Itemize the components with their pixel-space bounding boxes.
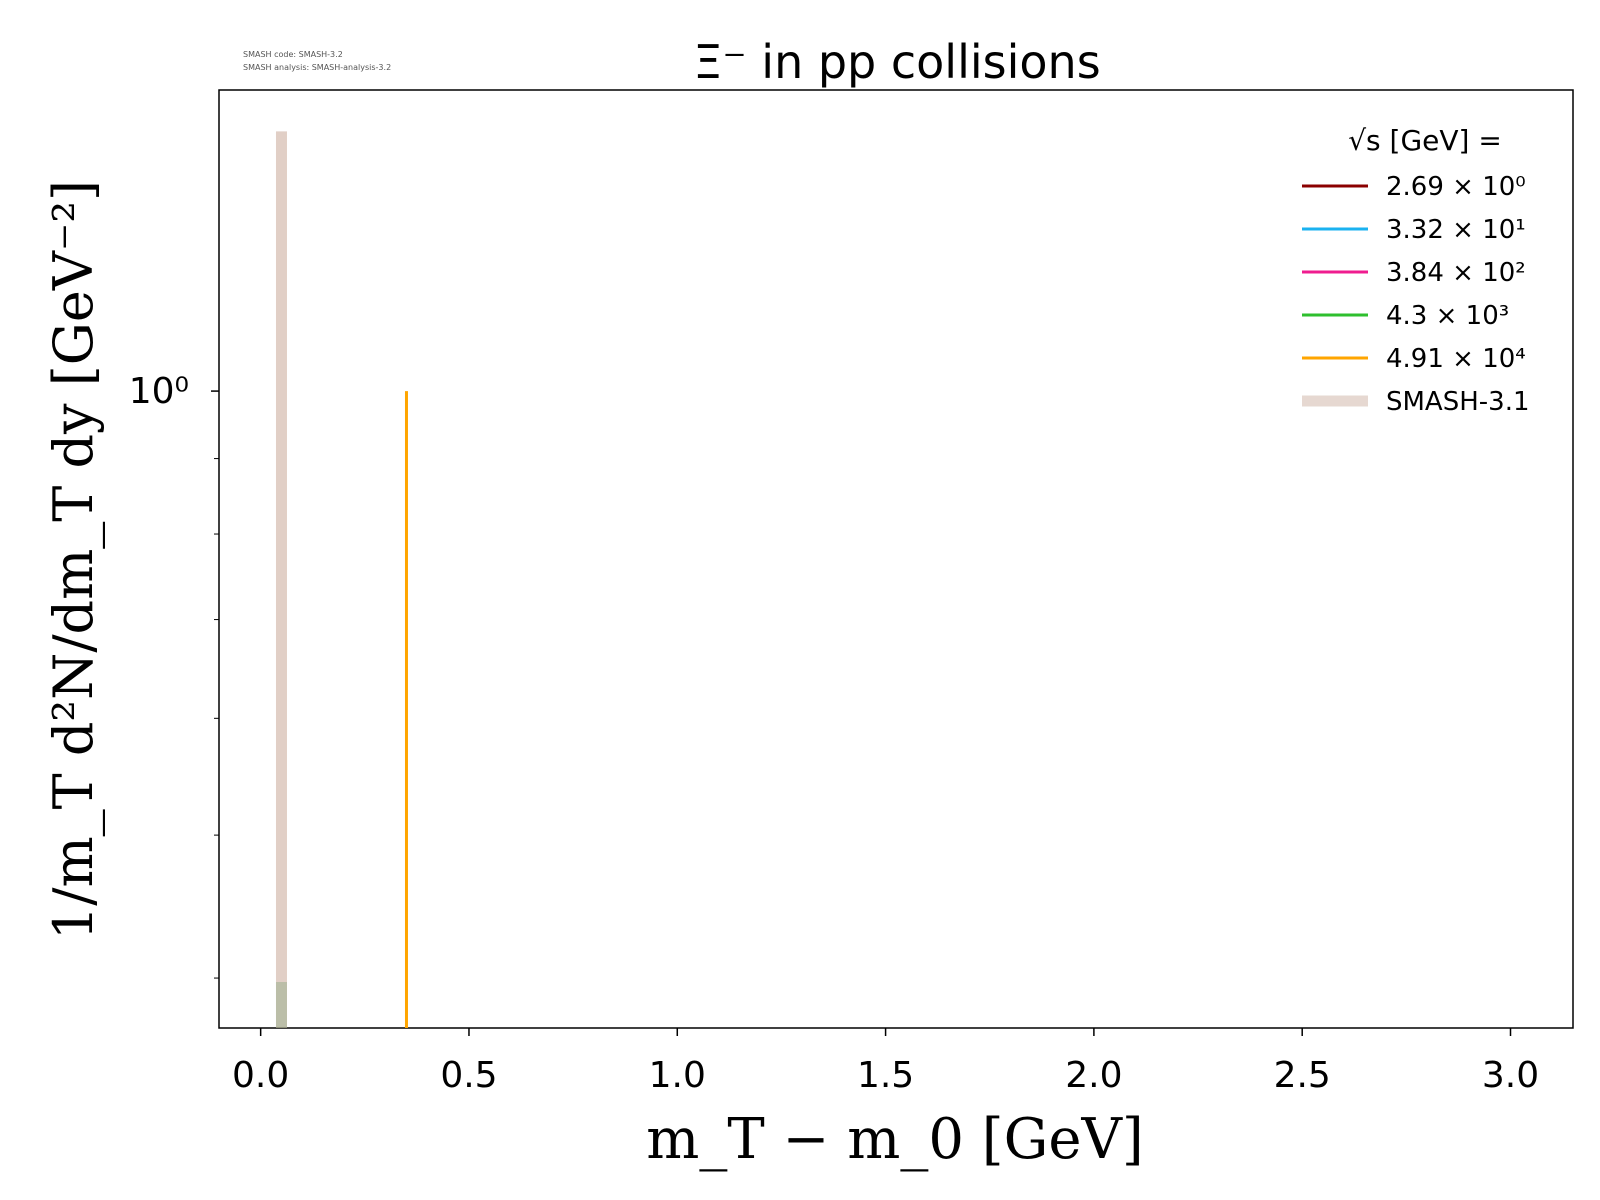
plot-frame bbox=[218, 89, 1574, 1029]
x-tick-label: 0.0 bbox=[232, 1055, 289, 1096]
x-axis-ticks: 0.0 0.5 1.0 1.5 2.0 2.5 3.0 bbox=[232, 1028, 1539, 1096]
legend-label: SMASH-3.1 bbox=[1386, 387, 1530, 417]
legend-label: 3.84 × 10² bbox=[1386, 258, 1526, 288]
y-tick-label: 10⁰ bbox=[129, 371, 189, 412]
legend-label: 4.3 × 10³ bbox=[1386, 301, 1509, 331]
y-axis-ticks: 10⁰ bbox=[129, 371, 219, 979]
watermark-line-2: SMASH analysis: SMASH-analysis-3.2 bbox=[243, 63, 391, 72]
x-tick-label: 0.5 bbox=[440, 1055, 497, 1096]
y-axis-label: 1/m_T d²N/dm_T dy [GeV⁻²] bbox=[42, 180, 105, 940]
x-tick-label: 3.0 bbox=[1482, 1055, 1539, 1096]
x-tick-label: 1.0 bbox=[649, 1055, 706, 1096]
x-tick-label: 1.5 bbox=[857, 1055, 914, 1096]
chart-title: Ξ⁻ in pp collisions bbox=[693, 35, 1100, 89]
x-tick-label: 2.5 bbox=[1274, 1055, 1331, 1096]
legend-title: √s [GeV] = bbox=[1348, 124, 1502, 157]
legend-label: 4.91 × 10⁴ bbox=[1386, 344, 1526, 374]
data-marks bbox=[275, 131, 408, 1028]
watermark-line-1: SMASH code: SMASH-3.2 bbox=[243, 50, 343, 59]
plot-area: 0.0 0.5 1.0 1.5 2.0 2.5 3.0 10⁰ bbox=[129, 89, 1574, 1096]
legend-items: 2.69 × 10⁰ 3.32 × 10¹ 3.84 × 10² 4.3 × 10³ 4… bbox=[1302, 172, 1530, 417]
legend-label: 3.32 × 10¹ bbox=[1386, 215, 1526, 245]
legend-label: 2.69 × 10⁰ bbox=[1386, 172, 1526, 202]
x-tick-label: 2.0 bbox=[1065, 1055, 1122, 1096]
legend: √s [GeV] = 2.69 × 10⁰ 3.32 × 10¹ 3.84 × 10… bbox=[1302, 124, 1530, 417]
x-axis-label: m_T − m_0 [GeV] bbox=[646, 1107, 1144, 1172]
